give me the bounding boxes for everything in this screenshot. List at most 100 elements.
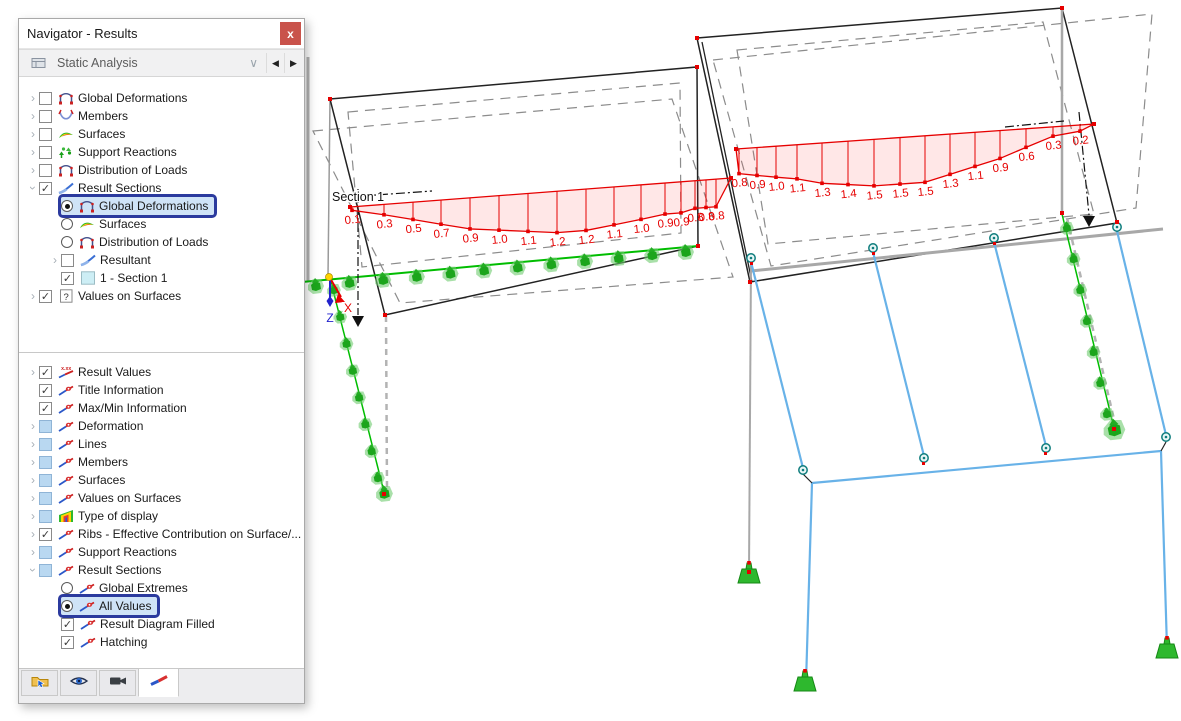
panel-tab-data[interactable] [21, 670, 58, 696]
tree-item-global-deformations[interactable]: Global Deformations [19, 194, 304, 218]
tree-item-global-extremes[interactable]: Global Extremes [19, 579, 304, 597]
tree-item-deformation[interactable]: › Deformation [19, 417, 304, 435]
tree-item-ribs-effective-contribution-on-surface[interactable]: › ✓ Ribs - Effective Contribution on Surfa… [19, 525, 304, 543]
tree-item-distribution-of-loads[interactable]: Distribution of Loads [19, 233, 304, 251]
analysis-icon [31, 56, 47, 70]
tree-item-max-min-information[interactable]: ✓ Max/Min Information [19, 399, 304, 417]
next-result-button[interactable]: ▶ [284, 53, 302, 73]
checkbox[interactable]: ✓ [61, 617, 74, 631]
tree-item-support-reactions[interactable]: › Support Reactions [19, 143, 304, 161]
checkbox[interactable] [39, 419, 52, 433]
panel-tab-results[interactable] [138, 668, 179, 697]
chevron-collapsed-icon[interactable]: › [31, 109, 35, 123]
tree-item-lines[interactable]: › Lines [19, 435, 304, 453]
checkbox[interactable] [39, 437, 52, 451]
chevron-collapsed-icon[interactable]: › [31, 91, 35, 105]
checkbox[interactable] [39, 91, 52, 105]
result-value-label: 0.9 [749, 179, 766, 193]
checkbox[interactable] [39, 491, 52, 505]
tree-item-surfaces[interactable]: › Surfaces [19, 125, 304, 143]
checkbox[interactable] [61, 253, 74, 267]
chevron-collapsed-icon[interactable]: › [31, 365, 35, 379]
tree-item-global-deformations[interactable]: › Global Deformations [19, 89, 304, 107]
chevron-collapsed-icon[interactable]: › [31, 163, 35, 177]
slab-outlines[interactable] [306, 7, 1164, 573]
result-value-label: 1.0 [768, 180, 785, 194]
tree-item-result-values[interactable]: › ✓ x.xx Result Values [19, 363, 304, 381]
eyesec-icon [58, 527, 74, 541]
tree-item-result-sections[interactable]: › ✓ Result Sections [19, 179, 304, 197]
close-button[interactable]: x [280, 22, 301, 45]
radio-button[interactable] [61, 200, 73, 212]
tree-item-values-on-surfaces[interactable]: › Values on Surfaces [19, 489, 304, 507]
analysis-selector[interactable]: Static Analysis [57, 56, 138, 70]
checkbox[interactable] [39, 109, 52, 123]
chevron-collapsed-icon[interactable]: › [31, 437, 35, 451]
checkbox[interactable]: ✓ [61, 271, 74, 285]
line-supports[interactable] [301, 213, 1115, 493]
chevron-collapsed-icon[interactable]: › [31, 491, 35, 505]
tree-item-all-values[interactable]: All Values [19, 594, 304, 618]
radio-button[interactable] [61, 600, 73, 612]
chevron-collapsed-icon[interactable]: › [31, 527, 35, 541]
panel-tab-display[interactable] [60, 670, 97, 696]
chevron-collapsed-icon[interactable]: › [31, 455, 35, 469]
tree-item-resultant[interactable]: › Resultant [19, 251, 304, 269]
radio-button[interactable] [61, 582, 73, 594]
chevron-collapsed-icon[interactable]: › [31, 289, 35, 303]
checkbox[interactable] [39, 509, 52, 523]
tree-item-values-on-surfaces[interactable]: › ✓? Values on Surfaces [19, 287, 304, 305]
chevron-collapsed-icon[interactable]: › [31, 509, 35, 523]
checkbox[interactable] [39, 163, 52, 177]
checkbox[interactable] [39, 563, 52, 577]
chevron-collapsed-icon[interactable]: › [31, 145, 35, 159]
tree-item-hatching[interactable]: ✓ Hatching [19, 633, 304, 651]
frame-icon [79, 235, 95, 249]
checkbox[interactable] [39, 455, 52, 469]
question-icon: ? [58, 289, 74, 303]
checkbox[interactable]: ✓ [39, 383, 52, 397]
tree-item-1-section-1[interactable]: ✓ 1 - Section 1 [19, 269, 304, 287]
chevron-collapsed-icon[interactable]: › [31, 545, 35, 559]
mesh-nodes[interactable] [328, 6, 1119, 574]
panel-tab-views[interactable] [99, 670, 136, 696]
chevron-collapsed-icon[interactable]: › [53, 253, 57, 267]
chevron-collapsed-icon[interactable]: › [31, 127, 35, 141]
panel-tabs [19, 668, 304, 703]
checkbox[interactable] [39, 127, 52, 141]
checkbox[interactable]: ✓ [39, 401, 52, 415]
tree-item-result-diagram-filled[interactable]: ✓ Result Diagram Filled [19, 615, 304, 633]
tree-item-distribution-of-loads[interactable]: › Distribution of Loads [19, 161, 304, 179]
checkbox[interactable]: ✓ [61, 635, 74, 649]
tree-item-support-reactions[interactable]: › Support Reactions [19, 543, 304, 561]
tree-item-title-information[interactable]: ✓ Title Information [19, 381, 304, 399]
checkbox[interactable] [39, 473, 52, 487]
tree-item-surfaces[interactable]: › Surfaces [19, 471, 304, 489]
result-value-label: 1.2 [549, 236, 566, 250]
tree-item-result-sections[interactable]: › Result Sections [19, 561, 304, 579]
result-diagrams[interactable]: 0.1 0.3 0.5 0.7 0.9 1.0 1.1 1.2 1.2 1.1 1.0 0.90.90… [344, 122, 1096, 249]
checkbox[interactable] [39, 145, 52, 159]
radio-button[interactable] [61, 218, 73, 230]
results-tree: › Global Deformations › Members › Surfaces › Su… [19, 77, 304, 352]
chevron-expanded-icon[interactable]: › [26, 568, 40, 572]
tree-item-members[interactable]: › Members [19, 453, 304, 471]
result-value-label: 0.8 [708, 210, 725, 224]
radio-button[interactable] [61, 236, 73, 248]
checkbox[interactable]: ✓ [39, 289, 52, 303]
tree-item-type-of-display[interactable]: › Type of display [19, 507, 304, 525]
prev-result-button[interactable]: ◀ [266, 53, 284, 73]
chevron-expanded-icon[interactable]: › [26, 186, 40, 190]
chevron-collapsed-icon[interactable]: › [31, 419, 35, 433]
checkbox[interactable]: ✓ [39, 527, 52, 541]
panel-titlebar[interactable]: Navigator - Results x [19, 19, 304, 49]
frame-members[interactable] [749, 230, 1169, 684]
checkbox[interactable]: ✓ [39, 181, 52, 195]
checkbox[interactable] [39, 545, 52, 559]
tree-item-members[interactable]: › Members [19, 107, 304, 125]
chevron-collapsed-icon[interactable]: › [31, 473, 35, 487]
checkbox[interactable]: ✓ [39, 365, 52, 379]
chevron-down-icon[interactable]: ∨ [249, 56, 258, 70]
tree-item-surfaces[interactable]: Surfaces [19, 215, 304, 233]
